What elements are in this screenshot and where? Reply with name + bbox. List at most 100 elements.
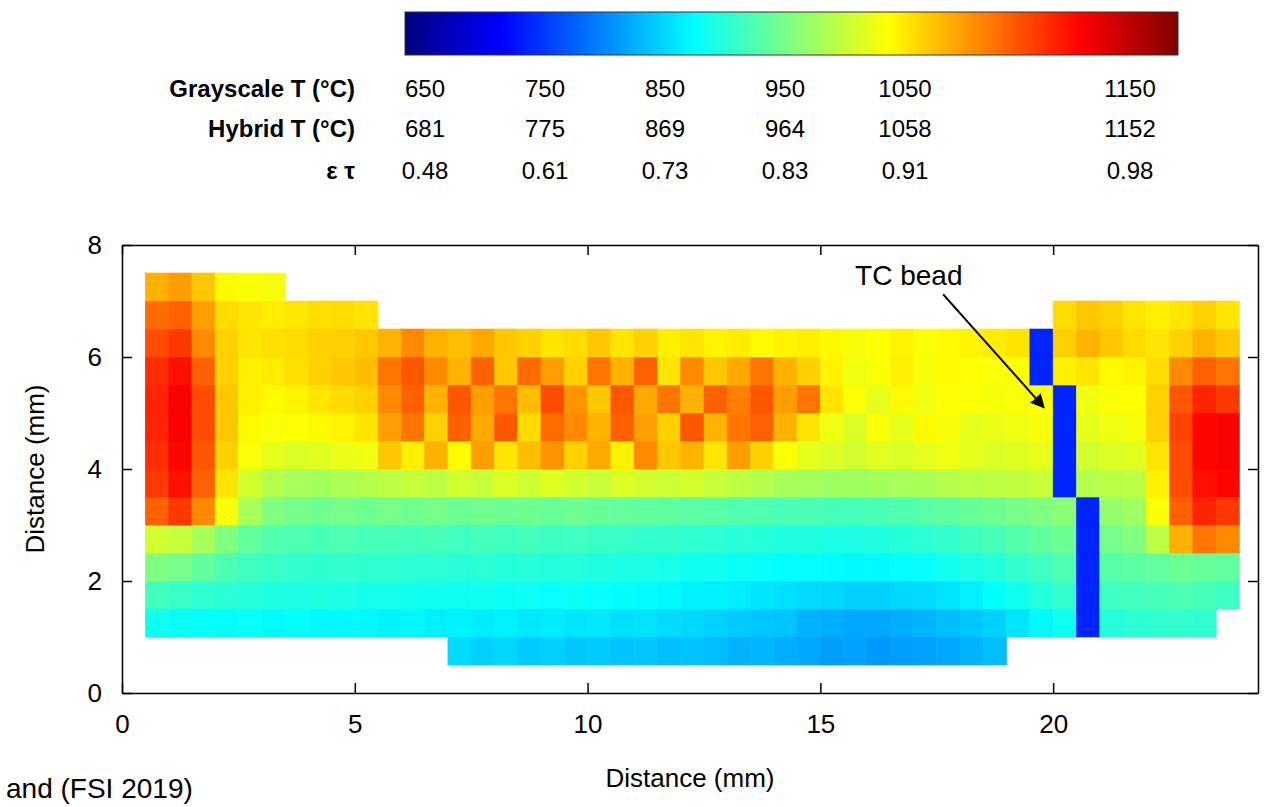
heatmap-cell	[890, 609, 913, 637]
heatmap-cell	[332, 385, 355, 413]
heatmap-cell	[541, 553, 564, 581]
heatmap-cell	[913, 469, 936, 497]
heatmap-cell	[215, 329, 238, 357]
heatmap-cell	[215, 357, 238, 385]
color-bar-tick-label: 1050	[878, 75, 931, 102]
heatmap-cell	[797, 637, 820, 665]
heatmap-cell	[471, 609, 494, 637]
heatmap-cell	[145, 553, 168, 581]
heatmap-cell	[611, 413, 634, 441]
heatmap-cell	[634, 329, 657, 357]
heatmap-cell	[1007, 525, 1030, 553]
heatmap-cell	[1146, 329, 1169, 357]
heatmap-cell	[425, 441, 448, 469]
tick: 4	[88, 454, 132, 484]
heatmap-cell	[332, 329, 355, 357]
heatmap-cell	[332, 301, 355, 329]
heatmap-cell	[727, 497, 750, 525]
heatmap-cell	[1100, 357, 1123, 385]
heatmap-cell	[285, 357, 308, 385]
color-bar-row-value: 0.98	[1107, 157, 1154, 184]
heatmap-cell	[820, 469, 843, 497]
heatmap-cell	[774, 525, 797, 553]
heatmap-cell	[704, 441, 727, 469]
heatmap-cell	[797, 329, 820, 357]
heatmap-cell	[541, 609, 564, 637]
heatmap-cell	[378, 357, 401, 385]
heatmap-cell	[867, 609, 890, 637]
heatmap-cell	[704, 553, 727, 581]
heatmap-cell	[751, 637, 774, 665]
heatmap-cell	[448, 413, 471, 441]
heatmap-cell	[425, 553, 448, 581]
heatmap-cell	[937, 357, 960, 385]
heatmap-cell	[867, 637, 890, 665]
heatmap-cell	[215, 469, 238, 497]
heatmap-cell	[425, 357, 448, 385]
heatmap-cell	[215, 581, 238, 609]
heatmap-cell	[541, 329, 564, 357]
heatmap-cell	[471, 441, 494, 469]
heatmap-cell	[844, 637, 867, 665]
heatmap-cell	[797, 441, 820, 469]
heatmap-cell	[774, 581, 797, 609]
heatmap-cell	[611, 553, 634, 581]
heatmap-cell	[494, 469, 517, 497]
heatmap-cell	[169, 385, 192, 413]
heatmap-cell	[704, 609, 727, 637]
heatmap-cell	[634, 357, 657, 385]
annotation-arrow	[943, 294, 1044, 407]
heatmap-cell	[332, 609, 355, 637]
heatmap-cell	[774, 413, 797, 441]
heatmap-cell	[1146, 301, 1169, 329]
heatmap-cell	[1030, 357, 1053, 385]
heatmap-cell	[1216, 385, 1239, 413]
heatmap-cell	[681, 497, 704, 525]
tick: 6	[88, 342, 132, 372]
heatmap-cell	[1053, 497, 1076, 525]
heatmap-cell	[1076, 525, 1099, 553]
heatmap-cell	[308, 441, 331, 469]
heatmap-cell	[355, 469, 378, 497]
heatmap-cell	[1053, 525, 1076, 553]
heatmap-cell	[308, 329, 331, 357]
heatmap-cell	[611, 357, 634, 385]
tick-mark	[122, 357, 132, 359]
heatmap-cell	[425, 581, 448, 609]
heatmap-cell	[1123, 581, 1146, 609]
tick-mark	[1248, 693, 1258, 695]
heatmap-cell	[518, 385, 541, 413]
heatmap-cell	[1030, 385, 1053, 413]
tick-mark	[122, 469, 132, 471]
heatmap-cell	[611, 581, 634, 609]
heatmap-cell	[494, 357, 517, 385]
heatmap-cell	[1216, 469, 1239, 497]
heatmap-cell	[308, 385, 331, 413]
heatmap-cell	[1170, 329, 1193, 357]
heatmap-cell	[1170, 497, 1193, 525]
heatmap-cell	[262, 273, 285, 301]
heatmap-cell	[238, 497, 261, 525]
heatmap-cell	[518, 609, 541, 637]
heatmap-cell	[937, 385, 960, 413]
heatmap-cell	[774, 469, 797, 497]
heatmap-cell	[471, 413, 494, 441]
tick-mark	[122, 245, 132, 247]
heatmap-cell	[867, 441, 890, 469]
heatmap-cell	[1076, 301, 1099, 329]
heatmap-cell	[262, 609, 285, 637]
heatmap-cell	[332, 357, 355, 385]
heatmap-cell	[494, 329, 517, 357]
heatmap-cell	[890, 637, 913, 665]
heatmap-cell	[448, 329, 471, 357]
heatmap-cell	[890, 357, 913, 385]
heatmap-cell	[145, 525, 168, 553]
tick-mark	[587, 245, 589, 255]
heatmap-cell	[215, 301, 238, 329]
heatmap-cell	[774, 385, 797, 413]
heatmap-cell	[727, 637, 750, 665]
heatmap-cell	[727, 581, 750, 609]
heatmap-cell	[169, 441, 192, 469]
heatmap-cell	[355, 301, 378, 329]
heatmap-cell	[1123, 441, 1146, 469]
